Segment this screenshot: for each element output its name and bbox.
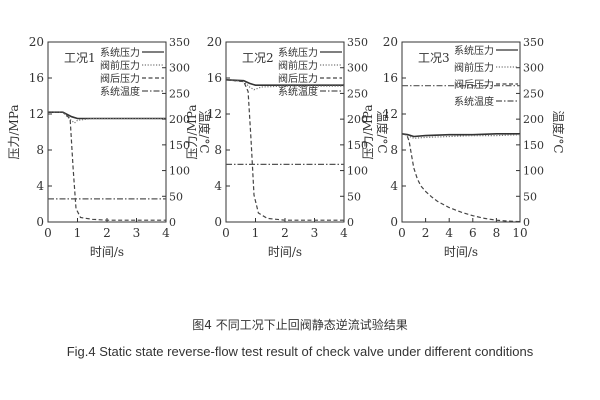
y2-tick-label: 300: [347, 62, 368, 75]
x-tick-label: 10: [512, 226, 527, 240]
y2-tick-label: 250: [523, 87, 544, 100]
y2-tick-label: 300: [523, 62, 544, 75]
y-tick-label: 0: [214, 215, 222, 229]
legend-label: 阀后压力: [454, 78, 494, 91]
legend-label: 系统温度: [100, 85, 140, 98]
y2-tick-label: 0: [169, 216, 176, 229]
y2-tick-label: 300: [169, 62, 190, 75]
y-tick-label: 4: [36, 179, 44, 193]
legend-label: 系统温度: [278, 85, 318, 98]
series-line: [401, 133, 521, 223]
y-axis-label: 压力/MPa: [185, 104, 199, 159]
y2-tick-label: 200: [523, 113, 544, 126]
y2-tick-label: 250: [169, 87, 190, 100]
y2-tick-label: 150: [347, 139, 368, 152]
series-line: [225, 79, 344, 221]
y-tick-label: 20: [207, 35, 222, 49]
series-line: [401, 133, 520, 138]
figure-caption-cn: 图4 不同工况下止回阀静态逆流试验结果: [192, 318, 408, 332]
chart-panel-3: 0 2 4 6 8 10048121620050100150200250300350时间/…: [361, 35, 566, 259]
legend-label: 阀前压力: [100, 59, 140, 72]
y2-tick-label: 350: [169, 36, 190, 49]
y-tick-label: 12: [383, 107, 398, 121]
chart-panel-2: 0 1 2 3 4048121620050100150200250300350时间/s压…: [185, 35, 390, 259]
x-tick-label: 1: [74, 226, 82, 240]
legend-label: 系统压力: [100, 46, 140, 59]
panel-label: 工况1: [64, 51, 96, 65]
x-axis-label: 时间/s: [268, 245, 302, 259]
y2-tick-label: 0: [523, 216, 530, 229]
y2-tick-label: 100: [347, 165, 368, 178]
y-tick-label: 0: [36, 215, 44, 229]
x-tick-label: 2: [281, 226, 289, 240]
figure-canvas: 0 1 2 3 4048121620050100150200250300350时间/s压…: [7, 35, 566, 259]
y2-tick-label: 200: [169, 113, 190, 126]
panel-label: 工况2: [242, 51, 274, 65]
series-line: [48, 111, 166, 221]
x-tick-label: 6: [469, 226, 477, 240]
legend-label: 系统压力: [454, 44, 494, 57]
y2-tick-label: 350: [523, 36, 544, 49]
x-tick-label: 8: [493, 226, 501, 240]
y-axis-label: 压力/MPa: [361, 104, 375, 159]
y-axis-label: 压力/MPa: [7, 104, 21, 159]
y2-tick-label: 100: [523, 165, 544, 178]
y-tick-label: 4: [390, 179, 398, 193]
x-tick-label: 0: [222, 226, 230, 240]
y-tick-label: 8: [36, 143, 44, 157]
y-tick-label: 16: [29, 71, 44, 85]
series-line: [48, 111, 166, 124]
y2-tick-label: 50: [523, 190, 537, 203]
legend-label: 系统温度: [454, 95, 494, 108]
x-tick-label: 2: [422, 226, 430, 240]
y-tick-label: 0: [390, 215, 398, 229]
y2-axis-label: 温度/°C: [375, 110, 390, 153]
y-tick-label: 20: [29, 35, 44, 49]
y2-tick-label: 0: [347, 216, 354, 229]
x-axis-label: 时间/s: [444, 245, 478, 259]
series-line: [225, 79, 344, 91]
x-tick-label: 4: [162, 226, 170, 240]
series-line: [225, 79, 344, 86]
y2-tick-label: 150: [523, 139, 544, 152]
x-tick-label: 0: [398, 226, 406, 240]
y2-tick-label: 250: [347, 87, 368, 100]
y2-tick-label: 150: [169, 139, 190, 152]
y-tick-label: 12: [207, 107, 222, 121]
x-tick-label: 4: [445, 226, 453, 240]
y-tick-label: 16: [383, 71, 398, 85]
y-tick-label: 4: [214, 179, 222, 193]
chart-panel-1: 0 1 2 3 4048121620050100150200250300350时间/s压…: [7, 35, 212, 259]
x-tick-label: 1: [252, 226, 260, 240]
legend-label: 阀前压力: [454, 61, 494, 74]
plot-frame: [401, 41, 521, 223]
y2-tick-label: 50: [347, 190, 361, 203]
legend-label: 阀前压力: [278, 59, 318, 72]
legend-label: 阀后压力: [100, 72, 140, 85]
y2-axis-label: 温度/°C: [197, 110, 212, 153]
x-tick-label: 3: [133, 226, 141, 240]
y-tick-label: 8: [390, 143, 398, 157]
x-tick-label: 0: [44, 226, 52, 240]
panel-label: 工况3: [418, 51, 450, 65]
y-tick-label: 8: [214, 143, 222, 157]
y2-tick-label: 100: [169, 165, 190, 178]
y-tick-label: 16: [207, 71, 222, 85]
y2-tick-label: 350: [347, 36, 368, 49]
x-tick-label: 2: [103, 226, 111, 240]
y-tick-label: 12: [29, 107, 44, 121]
x-tick-label: 3: [311, 226, 319, 240]
x-axis-label: 时间/s: [90, 245, 124, 259]
x-tick-label: 4: [340, 226, 348, 240]
legend-label: 阀后压力: [278, 72, 318, 85]
figure-caption-en: Fig.4 Static state reverse-flow test res…: [66, 344, 534, 359]
y2-tick-label: 50: [169, 190, 183, 203]
legend-label: 系统压力: [278, 46, 318, 59]
y2-tick-label: 200: [347, 113, 368, 126]
y2-axis-label: 温度/°C: [551, 110, 566, 153]
series-line: [48, 111, 166, 120]
y-tick-label: 20: [383, 35, 398, 49]
